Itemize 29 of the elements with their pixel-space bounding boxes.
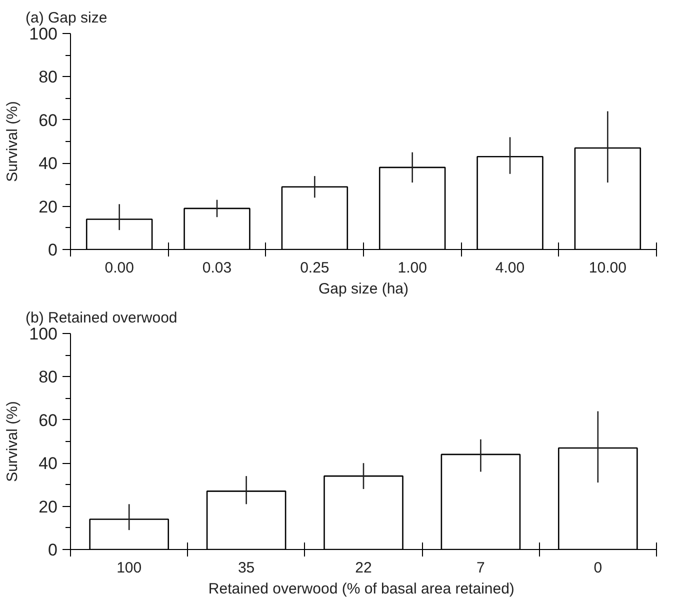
y-tick-label: 60 (38, 110, 58, 130)
x-tick-label: 10.00 (588, 260, 626, 276)
y-axis-title: Survival (%) (4, 401, 22, 482)
x-tick-label: 35 (238, 560, 255, 576)
x-tick-label: 7 (476, 560, 485, 576)
x-tick-label: 100 (116, 560, 142, 576)
y-tick-label: 0 (48, 540, 58, 560)
x-tick-label: 1.00 (398, 260, 427, 276)
x-axis-title: Gap size (ha) (318, 280, 409, 298)
x-axis-title: Retained overwood (% of basal area retained) (208, 580, 514, 598)
y-tick-label: 80 (38, 368, 58, 387)
y-tick-label: 60 (38, 410, 58, 430)
y-tick-label: 100 (29, 324, 58, 344)
y-tick-label: 20 (38, 497, 58, 516)
x-tick-label: 0.25 (300, 260, 330, 276)
x-tick-label: 4.00 (495, 260, 525, 276)
x-tick-label: 22 (355, 560, 372, 576)
y-axis-title: Survival (%) (4, 101, 22, 182)
y-tick-label: 40 (38, 154, 58, 174)
y-tick-label: 40 (38, 454, 58, 474)
chart-title: (a) Gap size (26, 10, 108, 26)
x-tick-label: 0.03 (202, 260, 232, 276)
x-tick-label: 0.00 (104, 260, 134, 276)
x-tick-label: 0 (594, 560, 602, 576)
y-tick-label: 0 (48, 240, 58, 260)
y-tick-label: 100 (29, 24, 58, 44)
y-tick-label: 20 (38, 197, 58, 216)
y-tick-label: 80 (38, 68, 58, 87)
chart-title: (b) Retained overwood (26, 310, 178, 326)
